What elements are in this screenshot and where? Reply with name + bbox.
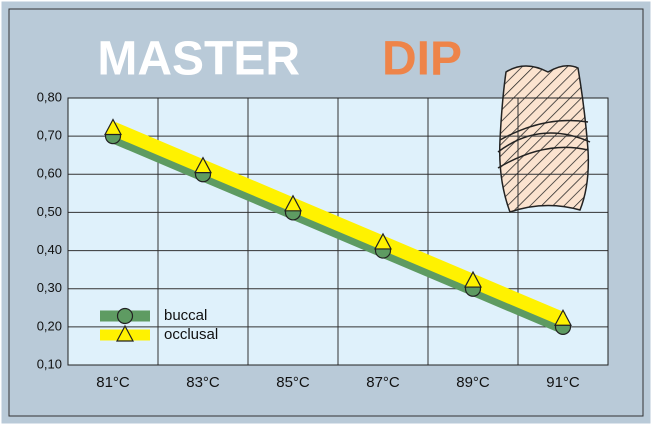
y-tick-label: 0,70 — [37, 128, 62, 143]
point-marker — [194, 156, 212, 174]
point-marker — [464, 270, 482, 288]
point-marker — [374, 232, 392, 250]
y-tick-label: 0,10 — [37, 356, 62, 371]
frame — [8, 8, 644, 417]
legend-label: occlusal — [164, 326, 218, 343]
chart-title: MASTER — [97, 33, 300, 86]
legend-marker — [116, 307, 134, 325]
y-tick-label: 0,40 — [37, 242, 62, 257]
legend-label: buccal — [164, 307, 207, 324]
tooth-illustration — [497, 65, 591, 213]
point-marker — [554, 308, 572, 326]
y-tick-label: 0,80 — [37, 89, 62, 104]
point-marker — [104, 118, 122, 136]
legend-marker — [116, 324, 134, 342]
plot-border — [67, 97, 609, 366]
y-tick-label: 0,50 — [37, 204, 62, 219]
series-line — [110, 122, 566, 326]
y-tick-label: 0,30 — [37, 280, 62, 295]
x-tick-label: 83°C — [186, 374, 220, 391]
y-tick-label: 0,20 — [37, 318, 62, 333]
x-tick-label: 87°C — [366, 374, 400, 391]
point-marker — [284, 194, 302, 212]
series-line — [110, 129, 566, 334]
x-tick-label: 91°C — [546, 374, 580, 391]
x-tick-label: 85°C — [276, 374, 310, 391]
chart-title-highlight: DIP — [382, 33, 462, 86]
x-tick-label: 81°C — [96, 374, 130, 391]
y-tick-label: 0,60 — [37, 166, 62, 181]
x-tick-label: 89°C — [456, 374, 490, 391]
